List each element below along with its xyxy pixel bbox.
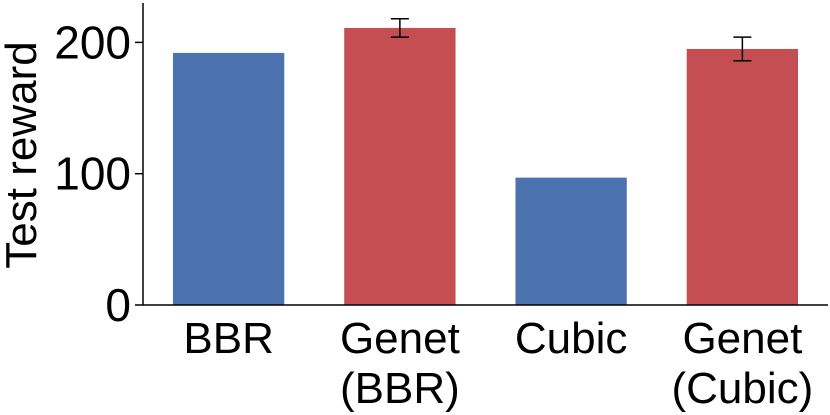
x-category-label: (Cubic) bbox=[671, 364, 813, 413]
bars-group bbox=[172, 27, 799, 306]
y-axis-title: Test reward bbox=[0, 41, 46, 268]
x-category-label: (BBR) bbox=[340, 364, 460, 413]
error-bars-group bbox=[390, 18, 752, 62]
bar bbox=[686, 48, 799, 306]
x-category-label: Genet bbox=[682, 314, 802, 363]
error-bar bbox=[390, 18, 409, 38]
error-bar bbox=[733, 36, 752, 62]
x-category-label: Genet bbox=[340, 314, 460, 363]
y-tick-label: 100 bbox=[54, 148, 131, 200]
bar bbox=[515, 177, 627, 305]
y-tick-label: 0 bbox=[105, 279, 131, 331]
bar bbox=[172, 52, 285, 305]
axes-group bbox=[142, 3, 828, 306]
x-category-label: Cubic bbox=[515, 314, 628, 363]
x-category-label: BBR bbox=[183, 314, 273, 363]
bar bbox=[344, 27, 456, 306]
y-ticks-group: 0 100 200 bbox=[54, 16, 143, 331]
x-labels-group: BBR Genet(BBR)Cubic Genet(Cubic) bbox=[183, 314, 813, 413]
y-tick-label: 200 bbox=[54, 16, 131, 68]
